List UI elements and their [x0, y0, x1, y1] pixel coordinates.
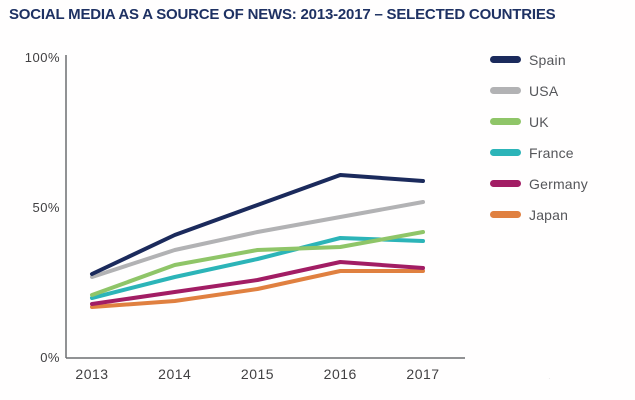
watermark-artifact: ·: [548, 374, 551, 383]
legend-label-france: France: [529, 144, 574, 161]
x-tick-label-2014: 2014: [158, 366, 192, 382]
legend-swatch-japan: [490, 211, 521, 218]
legend-label-spain: Spain: [529, 51, 566, 68]
y-tick-label-0: 0%: [40, 350, 60, 365]
series-lines: [90, 173, 425, 309]
chart-title: SOCIAL MEDIA AS A SOURCE OF NEWS: 2013-2…: [9, 6, 556, 23]
legend-swatch-france: [490, 149, 521, 156]
x-tick-label-2015: 2015: [240, 366, 275, 382]
legend-item-spain: Spain: [490, 44, 588, 75]
series-line-spain: [90, 173, 425, 276]
series-line-uk: [90, 230, 425, 297]
series-line-germany: [90, 260, 425, 306]
y-tick-label-50: 50%: [32, 200, 60, 215]
legend-item-france: France: [490, 137, 588, 168]
x-tick-label-2017: 2017: [406, 366, 440, 382]
legend-item-japan: Japan: [490, 199, 588, 230]
legend-swatch-uk: [490, 118, 521, 125]
x-tick-label-2013: 2013: [75, 366, 109, 382]
legend-label-germany: Germany: [529, 175, 588, 192]
series-line-france: [90, 236, 425, 300]
legend-label-japan: Japan: [529, 206, 569, 223]
legend-label-uk: UK: [529, 113, 549, 130]
legend: Spain USA UK France Germany Japan: [490, 44, 588, 230]
series-line-usa: [90, 200, 425, 279]
legend-item-uk: UK: [490, 106, 588, 137]
x-tick-label-2016: 2016: [323, 366, 357, 382]
legend-swatch-germany: [490, 180, 521, 187]
series-line-japan: [90, 269, 425, 309]
legend-item-usa: USA: [490, 75, 588, 106]
legend-item-germany: Germany: [490, 168, 588, 199]
legend-swatch-spain: [490, 56, 521, 63]
legend-label-usa: USA: [529, 82, 559, 99]
y-tick-label-100: 100%: [24, 50, 60, 65]
legend-swatch-usa: [490, 87, 521, 94]
